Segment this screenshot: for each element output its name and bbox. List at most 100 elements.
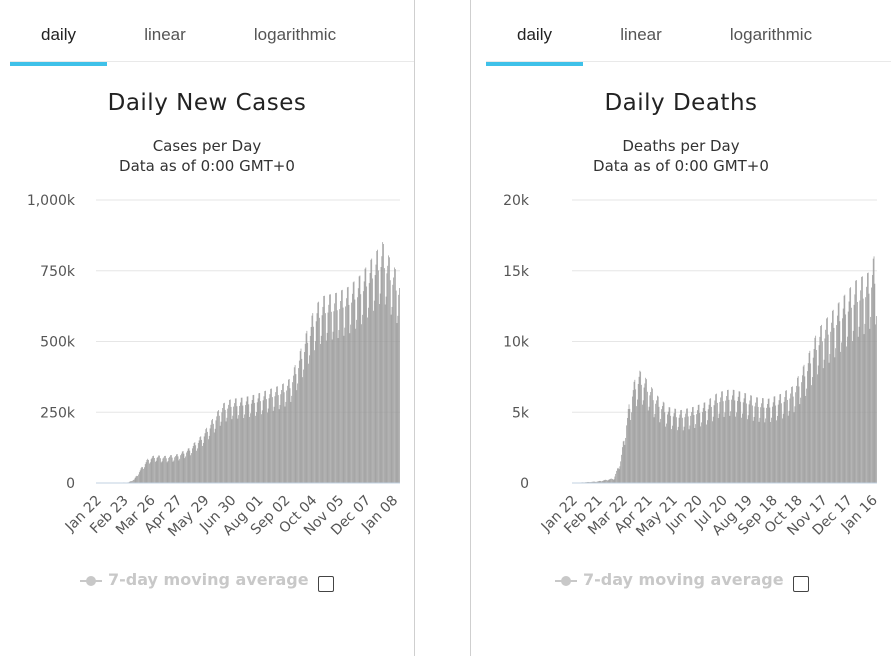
bar[interactable]	[138, 474, 139, 483]
bar[interactable]	[760, 407, 762, 483]
bar[interactable]	[245, 405, 246, 483]
bar[interactable]	[368, 283, 370, 483]
bar[interactable]	[144, 464, 146, 483]
bar[interactable]	[841, 342, 842, 483]
bar[interactable]	[709, 398, 711, 483]
bar[interactable]	[606, 479, 607, 483]
bar[interactable]	[857, 336, 859, 483]
moving-average-checkbox[interactable]	[793, 576, 809, 592]
bar[interactable]	[818, 345, 820, 483]
bar[interactable]	[819, 336, 821, 483]
bar[interactable]	[812, 357, 814, 483]
bar[interactable]	[394, 267, 395, 483]
bar[interactable]	[738, 391, 740, 483]
bar[interactable]	[866, 286, 867, 483]
bar[interactable]	[595, 481, 597, 483]
bar[interactable]	[731, 399, 732, 483]
bar[interactable]	[274, 396, 276, 483]
bar[interactable]	[617, 467, 619, 483]
bar[interactable]	[240, 402, 241, 483]
bar[interactable]	[645, 377, 647, 483]
bar[interactable]	[593, 481, 595, 483]
bar[interactable]	[381, 256, 383, 483]
bar[interactable]	[305, 333, 307, 483]
bar[interactable]	[128, 481, 130, 483]
bar[interactable]	[359, 275, 361, 484]
bar[interactable]	[643, 387, 645, 483]
bar[interactable]	[647, 410, 649, 483]
bar[interactable]	[803, 364, 805, 483]
bar[interactable]	[344, 327, 346, 483]
bar[interactable]	[325, 340, 327, 483]
bar[interactable]	[667, 411, 669, 483]
bar[interactable]	[218, 415, 220, 483]
bar[interactable]	[289, 388, 291, 483]
bar[interactable]	[310, 327, 312, 483]
bar[interactable]	[282, 383, 284, 483]
bar[interactable]	[742, 413, 743, 483]
bar[interactable]	[611, 478, 612, 483]
bar[interactable]	[658, 406, 660, 483]
bar[interactable]	[213, 432, 215, 483]
bar[interactable]	[817, 365, 819, 483]
bar[interactable]	[369, 273, 371, 483]
bar[interactable]	[378, 270, 379, 483]
bar[interactable]	[377, 249, 378, 483]
bar[interactable]	[749, 400, 751, 483]
bar[interactable]	[372, 278, 373, 483]
bar[interactable]	[824, 338, 826, 483]
bar[interactable]	[657, 395, 658, 483]
bar[interactable]	[609, 479, 611, 483]
bar[interactable]	[172, 461, 174, 483]
bar[interactable]	[830, 331, 832, 483]
tab-daily[interactable]: daily	[486, 0, 583, 66]
bar[interactable]	[256, 412, 257, 483]
bar[interactable]	[852, 330, 854, 483]
bar[interactable]	[395, 290, 397, 483]
bar[interactable]	[273, 406, 275, 483]
bar[interactable]	[317, 302, 319, 483]
bar[interactable]	[610, 478, 612, 483]
bar[interactable]	[216, 416, 218, 483]
bar[interactable]	[378, 304, 380, 483]
bar[interactable]	[170, 455, 171, 483]
bar[interactable]	[836, 325, 837, 483]
bar[interactable]	[677, 426, 679, 483]
bar[interactable]	[189, 450, 191, 483]
bar[interactable]	[208, 439, 209, 483]
bar[interactable]	[322, 306, 324, 483]
bar[interactable]	[272, 397, 273, 483]
bar[interactable]	[212, 418, 213, 483]
bar[interactable]	[753, 416, 755, 483]
bar[interactable]	[165, 455, 166, 483]
bar[interactable]	[168, 458, 170, 483]
bar[interactable]	[801, 382, 802, 483]
bar[interactable]	[356, 319, 357, 483]
bar[interactable]	[780, 393, 782, 483]
bar[interactable]	[873, 256, 875, 483]
bar[interactable]	[254, 402, 256, 483]
bar[interactable]	[693, 415, 695, 483]
bar[interactable]	[165, 458, 167, 483]
bar[interactable]	[292, 382, 293, 483]
bar[interactable]	[718, 413, 720, 483]
bar[interactable]	[385, 296, 387, 483]
bar[interactable]	[326, 332, 328, 483]
bar[interactable]	[373, 300, 375, 483]
bar[interactable]	[726, 396, 727, 483]
bar[interactable]	[398, 294, 400, 483]
bar[interactable]	[334, 303, 336, 483]
bar[interactable]	[751, 395, 752, 483]
bar[interactable]	[864, 323, 866, 483]
bar[interactable]	[198, 440, 200, 483]
bar[interactable]	[270, 388, 272, 483]
bar[interactable]	[632, 390, 634, 483]
bar[interactable]	[858, 326, 860, 483]
bar[interactable]	[367, 317, 368, 484]
bar[interactable]	[747, 415, 749, 483]
bar[interactable]	[296, 390, 298, 483]
bar[interactable]	[266, 412, 268, 483]
bar[interactable]	[673, 413, 675, 483]
bar[interactable]	[132, 480, 133, 483]
bar[interactable]	[739, 391, 741, 483]
